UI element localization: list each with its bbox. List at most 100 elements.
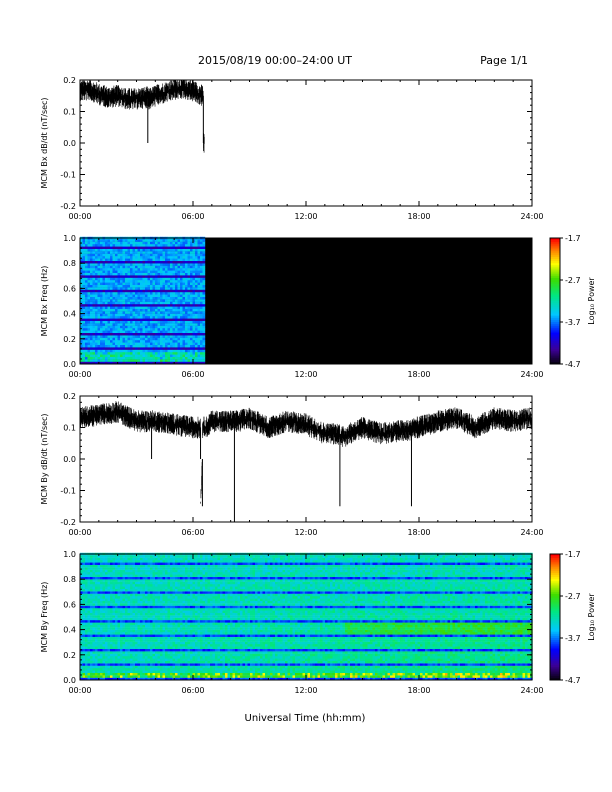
colorbar-frame	[549, 553, 561, 681]
x-tick-label: 18:00	[407, 370, 430, 379]
colorbar-segment	[550, 556, 560, 559]
colorbar-segment	[550, 640, 560, 643]
colorbar-segment	[550, 269, 560, 273]
colorbar-segment	[550, 296, 560, 300]
colorbar-segment	[550, 361, 560, 365]
colorbar-segment	[550, 621, 560, 624]
colorbar-segment	[550, 619, 560, 622]
colorbar-segment	[550, 566, 560, 570]
colorbar-segment	[550, 562, 560, 565]
x-tick-label: 24:00	[520, 212, 543, 221]
x-tick-label: 12:00	[294, 686, 317, 695]
bx-dbdt-panel: 00:00 06:00 12:00 18:00 24:00 -0.2 -0.1 0.0 0.1 0…	[40, 76, 544, 221]
y-tick-label: -0.2	[60, 518, 76, 527]
colorbar-segment	[550, 284, 560, 287]
colorbar-segment	[550, 560, 560, 563]
colorbar-frame	[549, 237, 561, 365]
colorbar-segment	[550, 585, 560, 589]
y-tick-label: 0.0	[63, 676, 76, 685]
colorbar-segment	[550, 568, 560, 572]
colorbar-segment	[550, 596, 560, 599]
x-tick-label: 00:00	[68, 212, 91, 221]
colorbar-segment	[550, 583, 560, 586]
x-tick-label: 06:00	[181, 370, 204, 379]
y-tick-label: 0.1	[63, 108, 76, 117]
colorbar-segment	[550, 309, 560, 312]
y-tick-label: -0.1	[60, 487, 76, 496]
colorbar-segment	[550, 305, 560, 308]
colorbar-segment	[550, 610, 560, 614]
colorbar-segment	[550, 357, 560, 361]
colorbar-segment	[550, 332, 560, 336]
colorbar-segment	[550, 311, 560, 315]
x-tick-label: 00:00	[68, 528, 91, 537]
colorbar-segment	[550, 330, 560, 333]
colorbar-segment	[550, 554, 560, 557]
x-tick-label: 18:00	[407, 528, 430, 537]
x-tick-label: 00:00	[68, 370, 91, 379]
colorbar-segment	[550, 564, 560, 568]
colorbar-segment	[550, 598, 560, 601]
colorbar-segment	[550, 277, 560, 281]
colorbar-segment	[550, 328, 560, 331]
colorbar-segment	[550, 665, 560, 668]
y-tick-label: 0.2	[63, 651, 76, 660]
colorbar-segment	[550, 261, 560, 264]
colorbar-segment	[550, 673, 560, 677]
colorbar-tick-label: -4.7	[565, 360, 581, 369]
y-tick-label: 0.0	[63, 139, 76, 148]
colorbar-segment	[550, 652, 560, 656]
colorbar-segment	[550, 625, 560, 628]
colorbar-segment	[550, 663, 560, 666]
y-axis-label: MCM Bx Freq (Hz)	[40, 266, 49, 337]
y-tick-label: 0.1	[63, 424, 76, 433]
colorbar-segment	[550, 250, 560, 254]
y-tick-label: 0.4	[63, 626, 76, 635]
colorbar-tick-label: -3.7	[565, 634, 581, 643]
x-tick-label: 06:00	[181, 212, 204, 221]
x-tick-label: 24:00	[520, 370, 543, 379]
colorbar-segment	[550, 238, 560, 241]
colorbar-segment	[550, 359, 560, 363]
spectrogram-cells	[80, 552, 533, 681]
colorbar-segment	[550, 606, 560, 610]
colorbar-segment	[550, 307, 560, 310]
colorbar-segment	[550, 290, 560, 294]
colorbar-segment	[550, 644, 560, 647]
colorbar-segment	[550, 677, 560, 681]
colorbar-segment	[550, 558, 560, 561]
x-tick-label: 18:00	[407, 686, 430, 695]
colorbar-segment	[550, 282, 560, 285]
colorbar-segment	[550, 669, 560, 673]
y-tick-label: -0.1	[60, 171, 76, 180]
colorbar-tick-label: -1.7	[565, 550, 581, 559]
x-tick-label: 12:00	[294, 370, 317, 379]
y-axis-label: MCM By dB/dt (nT/sec)	[40, 413, 49, 504]
y-tick-label: 0.6	[63, 600, 76, 609]
colorbar-segment	[550, 347, 560, 350]
colorbar: -1.7 -2.7 -3.7 -4.7 Log₁₀ Power	[549, 234, 596, 369]
colorbar-segment	[550, 252, 560, 256]
colorbar-segment	[550, 338, 560, 342]
colorbar-label: Log₁₀ Power	[587, 277, 596, 325]
colorbar-segment	[550, 602, 560, 605]
x-tick-label: 18:00	[407, 212, 430, 221]
colorbar-segment	[550, 280, 560, 283]
x-tick-label: 12:00	[294, 528, 317, 537]
colorbar-segment	[550, 322, 560, 325]
colorbar-segment	[550, 642, 560, 645]
colorbar-segment	[550, 334, 560, 338]
colorbar-segment	[550, 273, 560, 277]
colorbar-segment	[550, 608, 560, 612]
colorbar-segment	[550, 614, 560, 618]
colorbar-segment	[550, 242, 560, 245]
x-tick-label: 24:00	[520, 686, 543, 695]
colorbar-segment	[550, 340, 560, 344]
colorbar-segment	[550, 635, 560, 639]
colorbar-segment	[550, 654, 560, 658]
y-tick-label: 1.0	[63, 550, 76, 559]
colorbar-segment	[550, 353, 560, 357]
colorbar-segment	[550, 256, 560, 260]
colorbar-segment	[550, 351, 560, 354]
